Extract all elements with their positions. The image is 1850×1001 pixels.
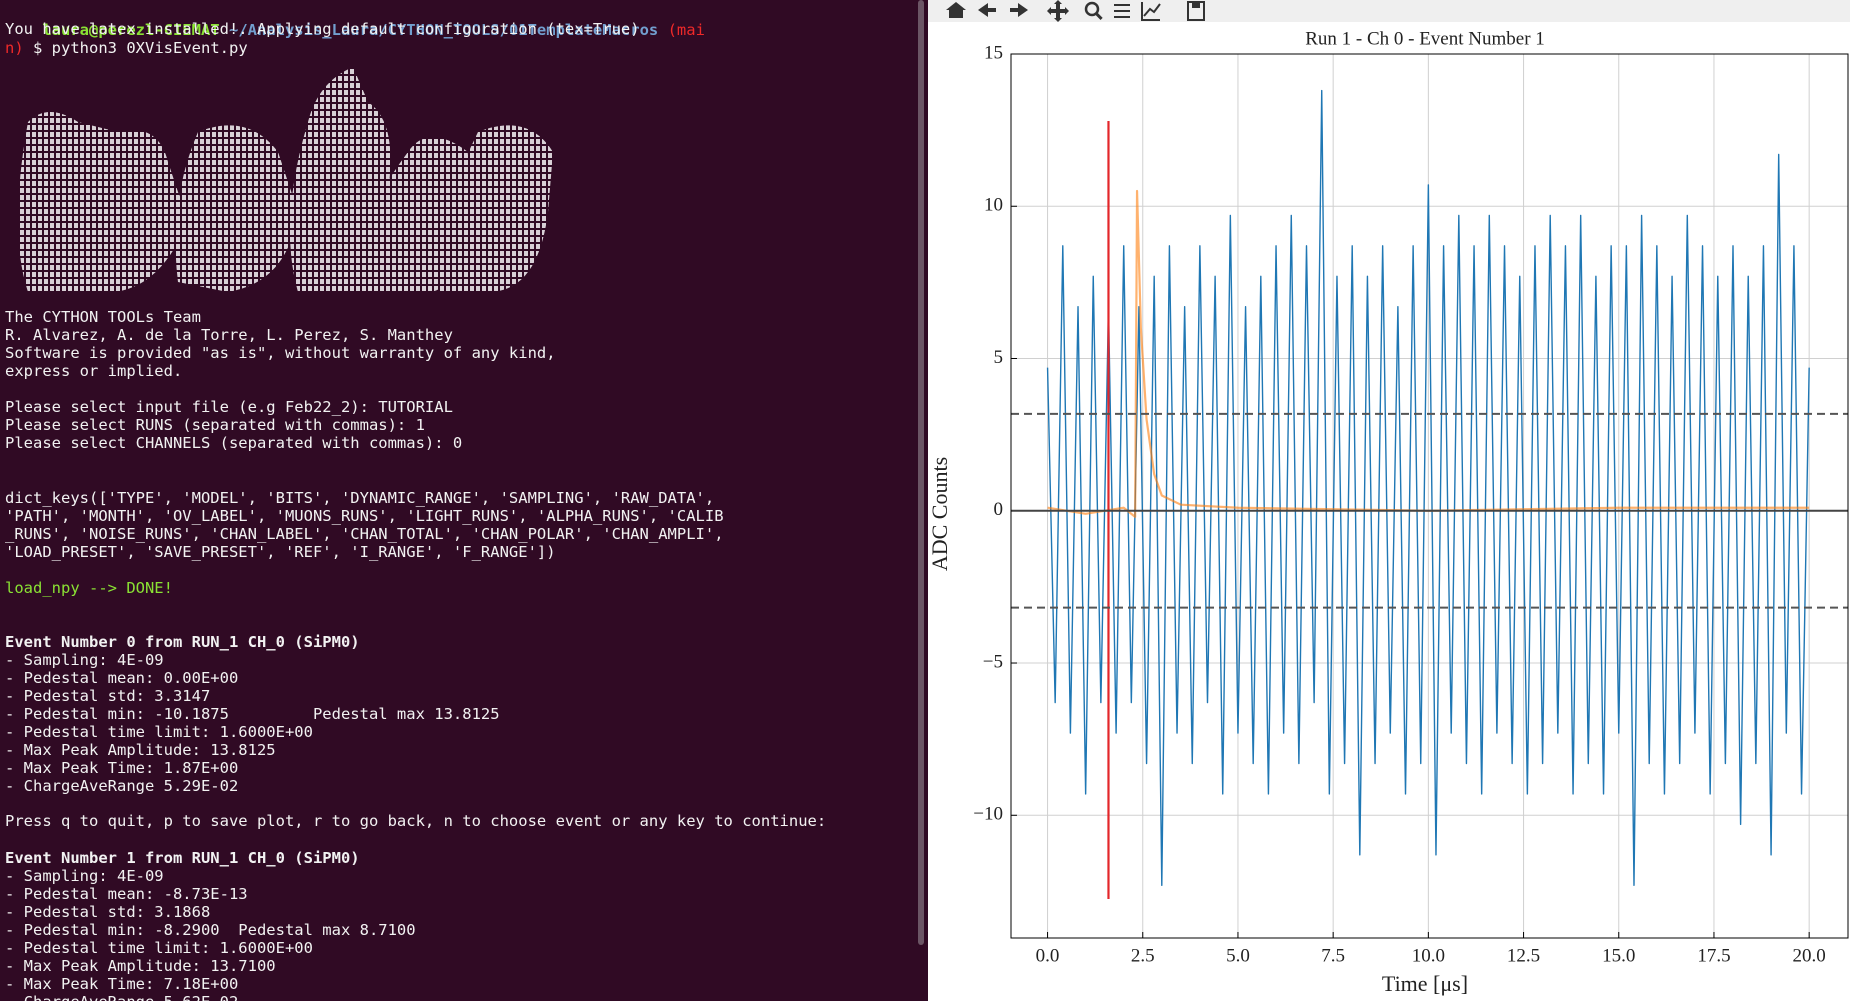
event-detail: - Sampling: 4E-09 (5, 651, 164, 669)
credit-line: Software is provided "as is", without wa… (5, 344, 556, 362)
y-tick-label: 5 (994, 347, 1004, 368)
x-tick-label: 15.0 (1602, 945, 1635, 966)
press-prompt-text: Press q to quit, p to save plot, r to go… (5, 812, 827, 830)
terminal: laura@perezl-CIEMAT ~/Analysis_Laura/CYT… (0, 0, 928, 1001)
credit-line: R. Alvarez, A. de la Torre, L. Perez, S.… (5, 326, 453, 344)
credit-line: The CYTHON TOOLs Team (5, 308, 201, 326)
event-detail: - ChargeAveRange 5.62E-02 (5, 993, 724, 1001)
event-detail: - ChargeAveRange 5.29E-02 (5, 777, 239, 795)
event-detail: - Max Peak Time: 7.18E+00 (5, 975, 239, 993)
event-detail: - Pedestal min: -8.2900 Pedestal max 8.7… (5, 921, 416, 939)
x-tick-label: 10.0 (1412, 945, 1445, 966)
dict-keys: dict_keys(['TYPE', 'MODEL', 'BITS', 'DYN… (5, 489, 733, 561)
event-detail: - Max Peak Amplitude: 13.7100 (5, 957, 276, 975)
event-detail: - Pedestal mean: -8.73E-13 (5, 885, 248, 903)
input-line: Please select CHANNELS (separated with c… (5, 434, 463, 452)
inputs: Please select input file (e.g Feb22_2): … (5, 398, 724, 452)
branch: (main) (5, 21, 705, 57)
load-status-text: load_npy --> DONE! (5, 579, 173, 597)
x-tick-label: 7.5 (1321, 945, 1345, 966)
scrollbar[interactable] (918, 0, 924, 945)
ascii-art (18, 67, 553, 292)
y-tick-label: 15 (984, 42, 1003, 63)
latex-notice: You have latex installed!. Applying defa… (5, 20, 640, 38)
event-block: Event Number 0 from RUN_1 CH_0 (SiPM0) - … (5, 633, 724, 795)
event-detail: - Max Peak Time: 1.87E+00 (5, 759, 239, 777)
event-block: Event Number 1 from RUN_1 CH_0 (SiPM0) - … (5, 849, 724, 1001)
toolbar-icons (946, 0, 1205, 22)
x-tick-label: 20.0 (1793, 945, 1826, 966)
x-tick-label: 0.0 (1036, 945, 1060, 966)
event-detail: - Sampling: 4E-09 (5, 867, 164, 885)
x-axis-label: Time [μs] (1382, 971, 1468, 996)
series-line (1046, 89, 1810, 887)
event-detail: - Pedestal mean: 0.00E+00 (5, 669, 239, 687)
chart-title: Run 1 - Ch 0 - Event Number 1 (1305, 28, 1545, 49)
input-line: Please select input file (e.g Feb22_2): … (5, 398, 453, 416)
prompt-line: laura@perezl-CIEMAT ~/Analysis_Laura/CYT… (5, 3, 724, 75)
load-status: load_npy --> DONE! (5, 579, 724, 597)
x-tick-label: 17.5 (1697, 945, 1730, 966)
event-detail: - Pedestal time limit: 1.6000E+00 (5, 939, 313, 957)
y-axis-label: ADC Counts (928, 457, 952, 571)
input-line: Please select RUNS (separated with comma… (5, 416, 425, 434)
y-tick-label: −10 (973, 804, 1003, 825)
command: $ python3 0XVisEvent.py (33, 39, 248, 57)
figure: Run 1 - Ch 0 - Event Number 1 Time [μs] … (928, 0, 1850, 996)
user-host: laura@perezl-CIEMAT (42, 21, 220, 39)
path: ~/Analysis_Laura/CYTHON_TOOLS/01Template… (228, 21, 659, 39)
y-tick-label: 0 (994, 499, 1004, 520)
y-tick-label: −5 (983, 651, 1003, 672)
credits: The CYTHON TOOLs Team R. Alvarez, A. de l… (5, 308, 724, 380)
plot-area (1011, 89, 1848, 900)
event-detail: - Pedestal time limit: 1.6000E+00 (5, 723, 313, 741)
x-tick-label: 2.5 (1131, 945, 1155, 966)
event-heading: Event Number 1 from RUN_1 CH_0 (SiPM0) (5, 849, 360, 867)
event-heading: Event Number 0 from RUN_1 CH_0 (SiPM0) (5, 633, 360, 651)
press-prompt: Press q to quit, p to save plot, r to go… (5, 812, 827, 830)
y-tick-label: 10 (984, 195, 1003, 216)
event-detail: - Pedestal std: 3.1868 (5, 903, 211, 921)
event-detail: - Max Peak Amplitude: 13.8125 (5, 741, 276, 759)
event-detail: - Pedestal std: 3.3147 (5, 687, 211, 705)
event-detail: - Pedestal min: -10.1875 Pedestal max 13… (5, 705, 500, 723)
axes-frame (1010, 53, 1849, 939)
x-tick-label: 12.5 (1507, 945, 1540, 966)
credit-line: express or implied. (5, 362, 183, 380)
x-tick-label: 5.0 (1226, 945, 1250, 966)
